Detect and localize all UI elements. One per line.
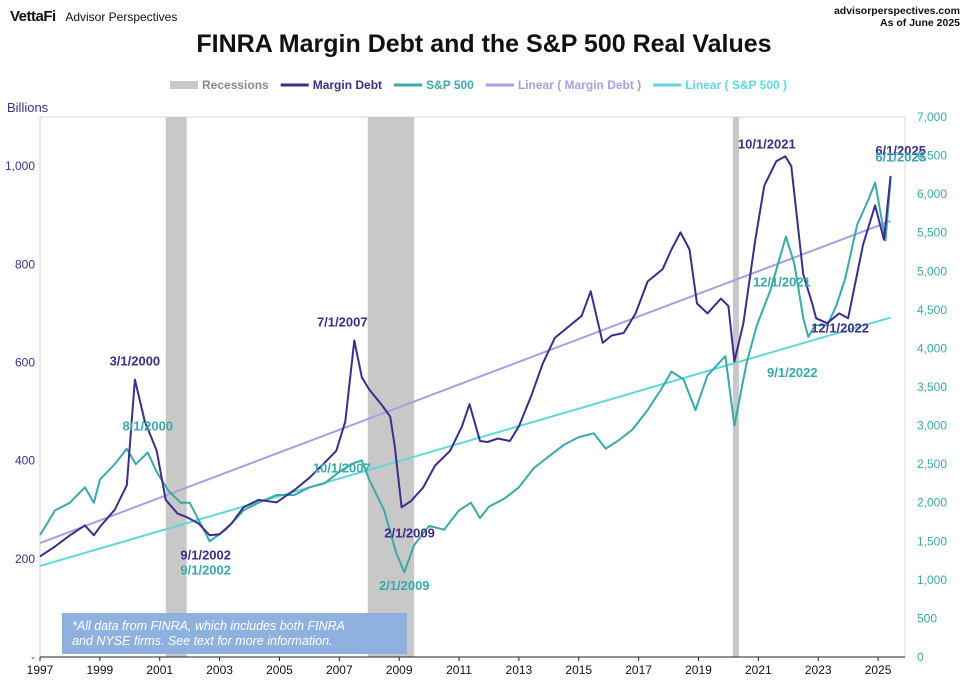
x-tick-label: 2017 bbox=[625, 663, 652, 677]
recession-band bbox=[732, 117, 739, 657]
y-right-tick-label: 4,500 bbox=[917, 303, 947, 317]
y-right-tick-label: 0 bbox=[917, 650, 924, 664]
brand-subtitle: Advisor Perspectives bbox=[65, 10, 178, 24]
legend-label: Linear ( Margin Debt ) bbox=[518, 78, 641, 92]
x-tick-label: 2011 bbox=[446, 663, 472, 677]
y-left-tick-label: 600 bbox=[15, 355, 35, 369]
note-text: and NYSE firms. See text for more inform… bbox=[72, 634, 333, 648]
note-box bbox=[62, 613, 407, 654]
legend-label: Recessions bbox=[202, 78, 269, 92]
annotation-label: 6/1/2025 bbox=[875, 150, 926, 165]
x-tick-label: 2007 bbox=[326, 663, 353, 677]
legend-label: S&P 500 bbox=[426, 78, 474, 92]
annotation-label: 12/1/2021 bbox=[753, 275, 811, 290]
y-left-tick-label: 400 bbox=[15, 454, 35, 468]
annotation-label: 2/1/2009 bbox=[384, 525, 435, 540]
x-tick-label: 2009 bbox=[386, 663, 413, 677]
note-text: *All data from FINRA, which includes bot… bbox=[72, 619, 345, 633]
series-line-sp500 bbox=[39, 178, 892, 574]
y-left-tick-label: 1,000 bbox=[5, 159, 35, 173]
x-tick-label: 2001 bbox=[146, 663, 173, 677]
x-tick-label: 1997 bbox=[27, 663, 54, 677]
y-right-tick-label: 6,500 bbox=[917, 149, 947, 163]
x-tick-label: 2019 bbox=[685, 663, 712, 677]
y-right-tick-label: 2,000 bbox=[917, 496, 947, 510]
y-left-tick-label: 800 bbox=[15, 257, 35, 271]
annotation-label: 6/1/2025 bbox=[875, 143, 926, 158]
x-tick-label: 2015 bbox=[565, 663, 592, 677]
trendline-margin-debt bbox=[39, 220, 891, 545]
chart-title: FINRA Margin Debt and the S&P 500 Real V… bbox=[196, 30, 772, 58]
y-left-label: Billions bbox=[7, 100, 49, 115]
annotation-label: 10/1/2007 bbox=[313, 460, 371, 475]
y-right-tick-label: 2,500 bbox=[917, 457, 947, 471]
x-tick-label: 2025 bbox=[865, 663, 892, 677]
site-info: advisorperspectives.com As of June 2025 bbox=[834, 5, 960, 29]
recession-band bbox=[165, 117, 187, 657]
annotation-label: 9/1/2002 bbox=[180, 562, 231, 577]
y-right-tick-label: 1,000 bbox=[917, 573, 947, 587]
trendline-sp500 bbox=[39, 316, 891, 567]
y-right-tick-label: 4,000 bbox=[917, 341, 947, 355]
brand-logo: VettaFi bbox=[10, 8, 56, 25]
y-right-tick-label: 500 bbox=[917, 611, 937, 625]
x-tick-label: 2023 bbox=[805, 663, 832, 677]
y-right-tick-label: 1,500 bbox=[917, 534, 947, 548]
annotation-label: 2/1/2009 bbox=[379, 578, 430, 593]
y-right-tick-label: 7,000 bbox=[917, 110, 947, 124]
site-url[interactable]: advisorperspectives.com bbox=[833, 5, 960, 17]
x-tick-label: 2005 bbox=[266, 663, 293, 677]
annotation-label: 12/1/2022 bbox=[811, 320, 869, 335]
annotation-label: 9/1/2002 bbox=[180, 547, 231, 562]
y-right-tick-label: 6,000 bbox=[917, 187, 947, 201]
y-left-tick-label: 200 bbox=[15, 552, 35, 566]
y-right-tick-label: 3,000 bbox=[917, 419, 947, 433]
y-right-tick-label: 5,500 bbox=[917, 226, 947, 240]
x-tick-label: 2021 bbox=[745, 663, 772, 677]
x-tick-label: 1999 bbox=[87, 663, 114, 677]
recession-band bbox=[367, 117, 415, 657]
annotation-label: 10/1/2021 bbox=[738, 136, 796, 151]
y-left-tick-label: - bbox=[31, 650, 35, 664]
annotation-label: 7/1/2007 bbox=[317, 314, 368, 329]
legend-label: Margin Debt bbox=[313, 78, 382, 92]
annotation-label: 3/1/2000 bbox=[110, 354, 161, 369]
series-line-margin-debt bbox=[39, 155, 892, 558]
y-right-tick-label: 5,000 bbox=[917, 264, 947, 278]
as-of-date: As of June 2025 bbox=[880, 17, 960, 29]
y-right-tick-label: 3,500 bbox=[917, 380, 947, 394]
annotation-label: 9/1/2022 bbox=[767, 365, 818, 380]
x-tick-label: 2003 bbox=[206, 663, 233, 677]
x-tick-label: 2013 bbox=[506, 663, 533, 677]
legend-label: Linear ( S&P 500 ) bbox=[685, 78, 787, 92]
annotation-label: 8/1/2000 bbox=[122, 419, 173, 434]
brand: VettaFi Advisor Perspectives bbox=[10, 8, 177, 25]
